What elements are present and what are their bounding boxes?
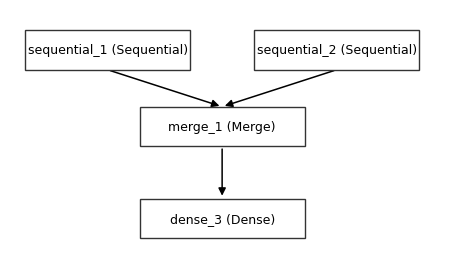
Text: sequential_1 (Sequential): sequential_1 (Sequential): [27, 44, 188, 57]
Text: dense_3 (Dense): dense_3 (Dense): [169, 212, 275, 225]
FancyBboxPatch shape: [140, 199, 305, 238]
Text: sequential_2 (Sequential): sequential_2 (Sequential): [256, 44, 417, 57]
FancyBboxPatch shape: [25, 31, 190, 70]
Text: merge_1 (Merge): merge_1 (Merge): [169, 121, 276, 133]
FancyBboxPatch shape: [254, 31, 419, 70]
FancyBboxPatch shape: [140, 107, 305, 147]
